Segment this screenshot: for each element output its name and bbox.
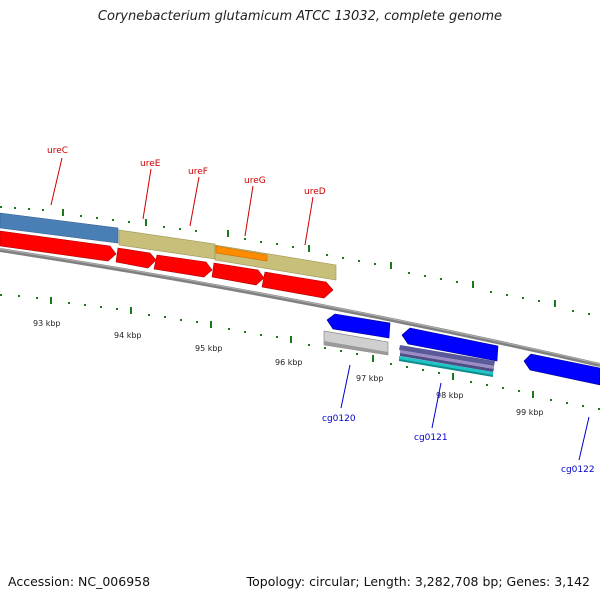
gene-label-cg0120[interactable]: cg0120 [322,414,356,424]
gene-arrow-ureC[interactable] [0,230,117,262]
genome-summary: Topology: circular; Length: 3,282,708 bp… [246,574,590,589]
forward-gene-labels: ureC ureE ureF ureG ureD [47,146,326,246]
reverse-gene-track [326,313,600,386]
scale-label: 97 kbp [356,374,384,383]
gene-label-ureG[interactable]: ureG [244,176,266,186]
gene-arrow-ureE[interactable] [115,247,157,269]
cg0121-feature-stripes [399,345,495,377]
gene-label-cg0121[interactable]: cg0121 [414,433,448,443]
genome-backbone-highlight [0,248,600,365]
gene-arrow-ureF[interactable] [153,254,213,278]
scale-label: 96 kbp [275,358,303,367]
scale-labels: 93 kbp 94 kbp 95 kbp 96 kbp 97 kbp 98 kb… [33,319,544,417]
gene-label-ureD[interactable]: ureD [304,187,326,197]
upper-ruler [0,206,590,315]
gene-label-ureC[interactable]: ureC [47,146,68,156]
gene-arrow-ureD[interactable] [261,271,334,299]
scale-label: 99 kbp [516,408,544,417]
scale-ruler [0,294,600,410]
gene-arrow-ureG[interactable] [211,262,265,286]
accession-label: Accession: NC_006958 [8,574,151,589]
scale-label: 94 kbp [114,331,142,340]
gene-arrow-cg0121[interactable] [401,327,499,362]
scale-label: 98 kbp [436,391,464,400]
gene-arrow-cg0122[interactable] [523,353,600,386]
operon-segment-blue [0,212,119,244]
gene-label-ureF[interactable]: ureF [188,167,208,177]
scale-label: 95 kbp [195,344,223,353]
gene-label-ureE[interactable]: ureE [140,159,161,169]
forward-gene-track [0,230,334,299]
gene-bar-grey-shade [324,341,388,355]
genome-backbone [0,248,600,367]
highlight-segment-orange [215,245,268,262]
map-title: Corynebacterium glutamicum ATCC 13032, c… [97,9,503,24]
reverse-gene-labels: cg0120 cg0121 cg0122 [322,364,595,475]
gene-label-cg0122[interactable]: cg0122 [561,465,595,475]
scale-label: 93 kbp [33,319,61,328]
gene-arrow-cg0120[interactable] [326,313,391,339]
